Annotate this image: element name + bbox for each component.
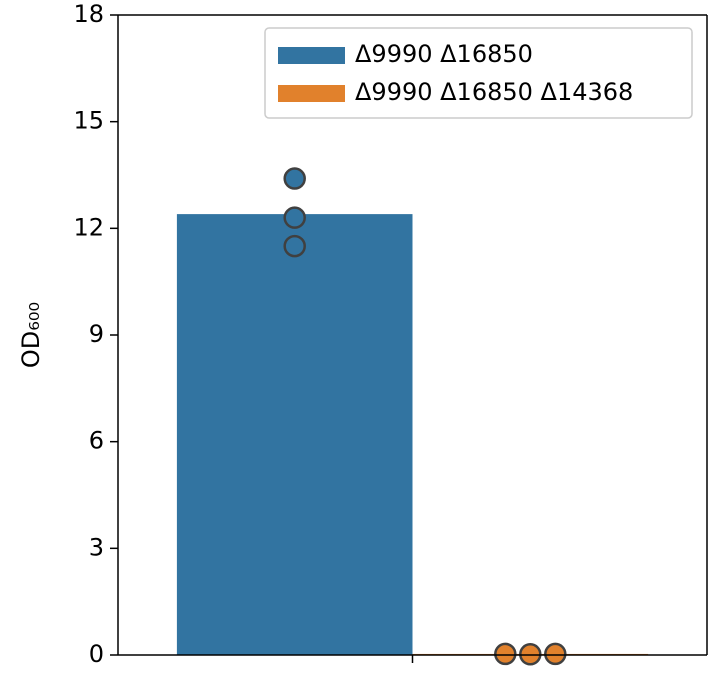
y-axis-label: OD₆₀₀ (17, 302, 45, 368)
data-point (283, 206, 306, 229)
data-point (544, 642, 567, 666)
data-point (283, 234, 306, 258)
legend-swatch (278, 85, 345, 102)
y-tick-label: 9 (89, 320, 104, 348)
y-tick-label: 12 (73, 213, 104, 241)
y-tick-label: 6 (89, 427, 104, 455)
y-tick-label: 0 (89, 640, 104, 668)
data-point (494, 642, 517, 666)
legend-box (264, 27, 693, 119)
y-tick-label: 18 (73, 0, 104, 28)
data-point (283, 167, 306, 190)
legend-swatch (278, 47, 345, 64)
y-tick-label: 15 (73, 107, 104, 135)
bar (176, 214, 413, 655)
legend-label: Δ9990 Δ16850 (355, 40, 533, 68)
legend: Δ9990 Δ16850 Δ9990 Δ16850 Δ14368 (264, 27, 693, 119)
y-tick-label: 3 (89, 533, 104, 561)
legend-label: Δ9990 Δ16850 Δ14368 (355, 78, 633, 106)
